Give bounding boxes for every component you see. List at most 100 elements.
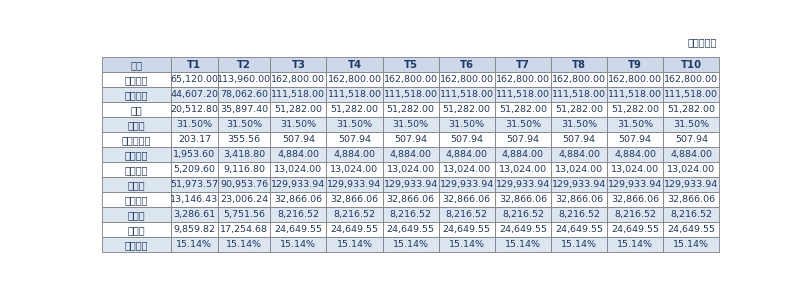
Bar	[607, 57, 663, 72]
Text: 24,649.55: 24,649.55	[611, 225, 659, 234]
Text: 15.14%: 15.14%	[617, 240, 653, 249]
Bar	[607, 237, 663, 252]
Bar	[663, 177, 719, 192]
Text: 111,518.00: 111,518.00	[608, 90, 662, 100]
Bar	[495, 72, 551, 88]
Bar	[495, 88, 551, 102]
Bar	[663, 72, 719, 88]
Bar	[663, 132, 719, 147]
Text: 净利润: 净利润	[127, 225, 146, 235]
Text: 管理费用: 管理费用	[125, 165, 148, 175]
Text: 单位：万元: 单位：万元	[687, 38, 717, 48]
Text: T8: T8	[572, 60, 586, 70]
Bar	[551, 88, 607, 102]
Text: 51,282.00: 51,282.00	[330, 106, 378, 114]
Text: 507.94: 507.94	[675, 135, 708, 144]
Text: 13,146.43: 13,146.43	[170, 195, 218, 204]
Bar	[382, 102, 438, 118]
Bar	[663, 192, 719, 207]
Bar	[382, 88, 438, 102]
Bar	[663, 102, 719, 118]
Text: 24,649.55: 24,649.55	[274, 225, 322, 234]
Text: 8,216.52: 8,216.52	[502, 210, 544, 219]
Text: 129,933.94: 129,933.94	[496, 180, 550, 189]
Bar	[326, 162, 382, 177]
Text: T7: T7	[516, 60, 530, 70]
Text: 税金及附加: 税金及附加	[122, 135, 151, 145]
Text: 15.14%: 15.14%	[337, 240, 373, 249]
Bar	[171, 118, 218, 132]
Bar	[551, 72, 607, 88]
Text: 8,216.52: 8,216.52	[558, 210, 600, 219]
Bar	[270, 88, 326, 102]
Bar	[102, 118, 171, 132]
Bar	[218, 207, 270, 222]
Bar	[171, 222, 218, 237]
Bar	[551, 192, 607, 207]
Bar	[551, 222, 607, 237]
Bar	[382, 132, 438, 147]
Text: 15.14%: 15.14%	[280, 240, 316, 249]
Text: 51,282.00: 51,282.00	[386, 106, 434, 114]
Text: 营业收入: 营业收入	[125, 75, 148, 85]
Text: 31.50%: 31.50%	[674, 120, 710, 129]
Text: 31.50%: 31.50%	[449, 120, 485, 129]
Bar	[663, 162, 719, 177]
Text: T1: T1	[187, 60, 202, 70]
Bar	[495, 132, 551, 147]
Text: 15.14%: 15.14%	[226, 240, 262, 249]
Bar	[218, 177, 270, 192]
Text: 4,884.00: 4,884.00	[614, 150, 656, 159]
Text: 162,800.00: 162,800.00	[552, 76, 606, 84]
Text: 162,800.00: 162,800.00	[384, 76, 438, 84]
Text: 32,866.06: 32,866.06	[330, 195, 378, 204]
Text: 51,282.00: 51,282.00	[274, 106, 322, 114]
Text: 4,884.00: 4,884.00	[670, 150, 712, 159]
Text: 8,216.52: 8,216.52	[334, 210, 375, 219]
Bar	[102, 207, 171, 222]
Bar	[607, 102, 663, 118]
Bar	[438, 222, 495, 237]
Bar	[438, 72, 495, 88]
Bar	[270, 132, 326, 147]
Text: 17,254.68: 17,254.68	[220, 225, 268, 234]
Bar	[382, 147, 438, 162]
Bar	[438, 88, 495, 102]
Bar	[102, 88, 171, 102]
Text: 1,953.60: 1,953.60	[174, 150, 215, 159]
Bar	[171, 162, 218, 177]
Text: 15.14%: 15.14%	[561, 240, 597, 249]
Text: 162,800.00: 162,800.00	[271, 76, 326, 84]
Text: 15.14%: 15.14%	[449, 240, 485, 249]
Text: 129,933.94: 129,933.94	[271, 180, 326, 189]
Bar	[495, 237, 551, 252]
Bar	[663, 237, 719, 252]
Bar	[495, 177, 551, 192]
Bar	[171, 207, 218, 222]
Text: 毛利: 毛利	[130, 105, 142, 115]
Text: 90,953.76: 90,953.76	[220, 180, 268, 189]
Text: 13,024.00: 13,024.00	[442, 165, 491, 174]
Bar	[495, 57, 551, 72]
Bar	[270, 57, 326, 72]
Bar	[270, 147, 326, 162]
Bar	[326, 177, 382, 192]
Bar	[382, 207, 438, 222]
Bar	[607, 177, 663, 192]
Bar	[171, 72, 218, 88]
Text: 净利润率: 净利润率	[125, 240, 148, 250]
Bar	[171, 88, 218, 102]
Bar	[438, 237, 495, 252]
Bar	[171, 102, 218, 118]
Bar	[382, 192, 438, 207]
Text: 51,973.57: 51,973.57	[170, 180, 218, 189]
Bar	[551, 162, 607, 177]
Text: 162,800.00: 162,800.00	[664, 76, 718, 84]
Text: 13,024.00: 13,024.00	[330, 165, 378, 174]
Text: 507.94: 507.94	[618, 135, 652, 144]
Text: 507.94: 507.94	[338, 135, 371, 144]
Bar	[270, 102, 326, 118]
Text: 51,282.00: 51,282.00	[442, 106, 490, 114]
Text: 3,418.80: 3,418.80	[223, 150, 265, 159]
Bar	[326, 147, 382, 162]
